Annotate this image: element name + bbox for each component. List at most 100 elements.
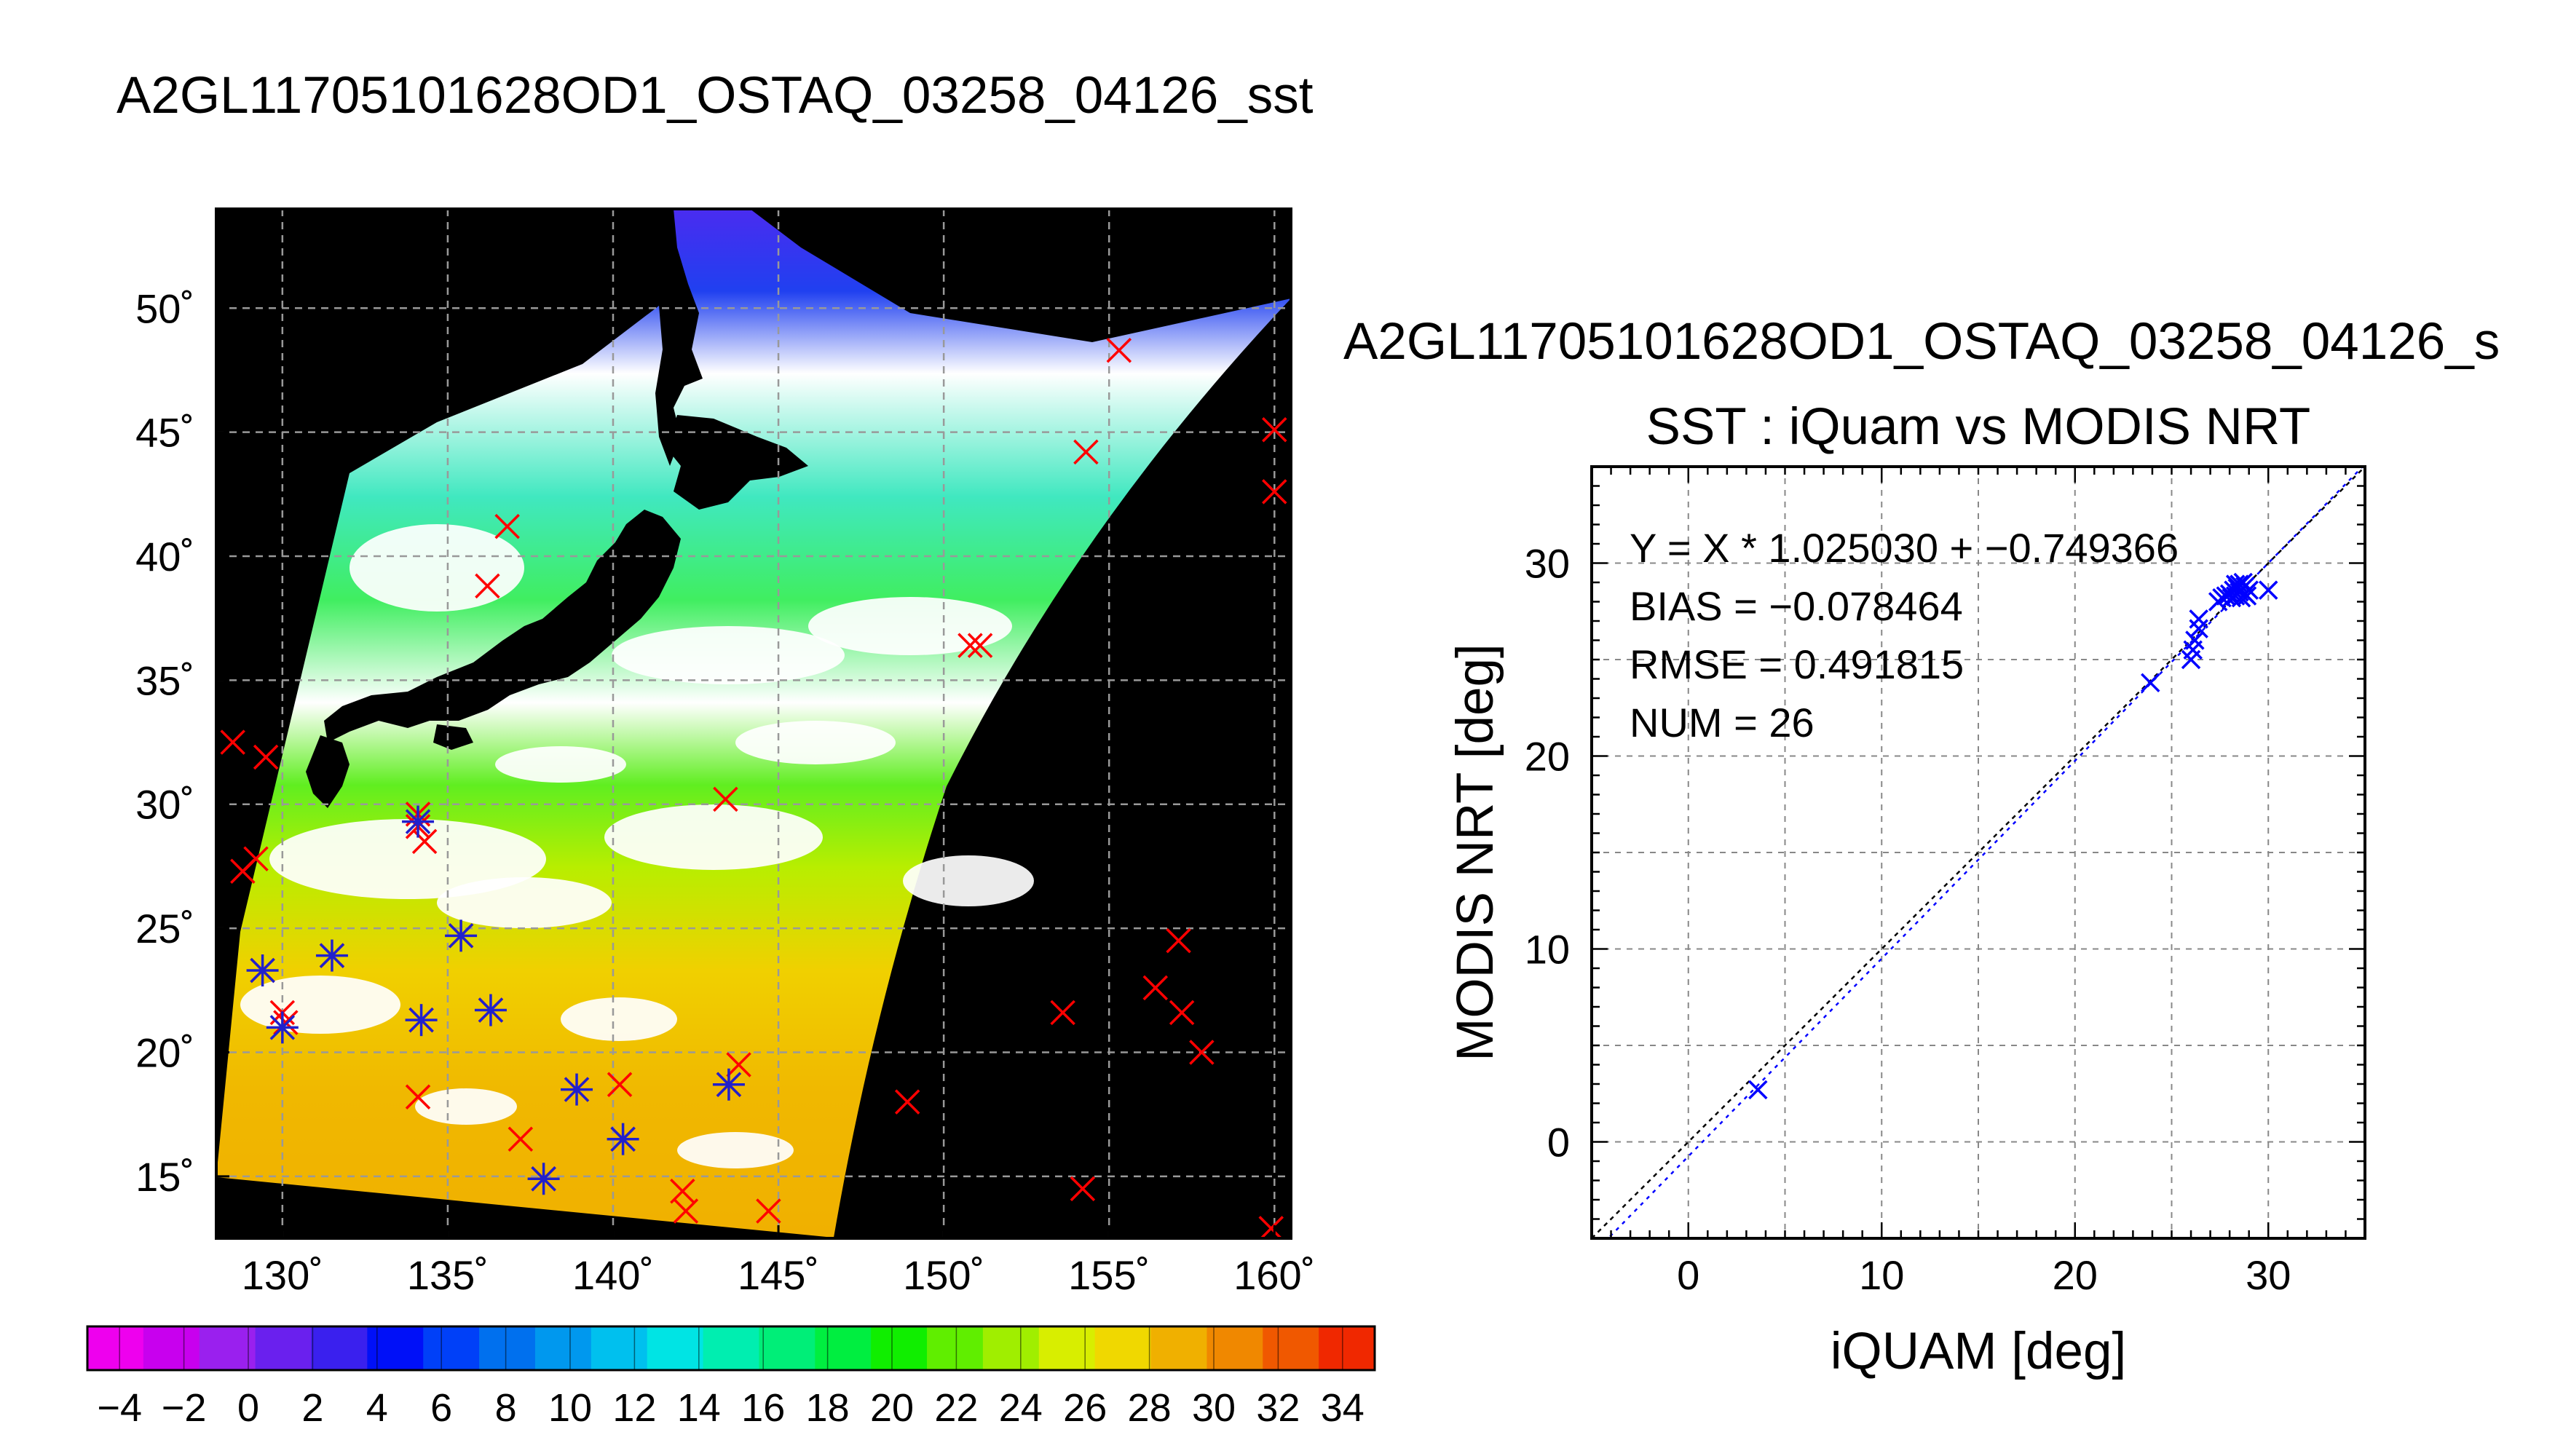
matchup-marker <box>405 1004 438 1037</box>
buoy-marker <box>1106 337 1132 363</box>
buoy-marker <box>1189 1040 1215 1065</box>
colorbar-cell <box>199 1326 256 1370</box>
stats-bias: BIAS = −0.078464 <box>1630 583 1963 629</box>
colorbar-cell <box>1263 1326 1319 1370</box>
colorbar-cell <box>871 1326 928 1370</box>
colorbar-cell <box>367 1326 424 1370</box>
buoy-marker <box>1258 1216 1284 1238</box>
scatter-point <box>2141 673 2160 693</box>
map-x-tick-label: 135˚ <box>407 1252 489 1298</box>
colorbar-tick-label: 20 <box>870 1386 914 1430</box>
map-y-tick-label: 40˚ <box>135 534 194 579</box>
map-y-tick-label: 15˚ <box>135 1154 194 1200</box>
colorbar-tick-label: −4 <box>97 1386 142 1430</box>
colorbar-cell <box>759 1326 816 1370</box>
map-x-tick-label: 140˚ <box>572 1252 654 1298</box>
colorbar-tick-label: 28 <box>1128 1386 1172 1430</box>
colorbar: −4 −2 0 2 4 6 8 10 12 14 16 18 20 22 24 26 28 30 32 34 <box>86 1325 1376 1430</box>
map-x-tick-label: 160˚ <box>1233 1252 1315 1298</box>
scatter-plot: SST : iQuam vs MODIS NRT 0 10 20 30 0 10 20 30… <box>1447 398 2366 1380</box>
matchup-marker <box>527 1163 560 1195</box>
scatter-y-tick-label: 0 <box>1547 1120 1570 1166</box>
scatter-point <box>2185 630 2205 650</box>
regression-line <box>1606 467 2364 1238</box>
colorbar-cell <box>1038 1326 1096 1370</box>
map-y-tick-label: 50˚ <box>135 285 194 331</box>
scatter-points <box>1748 572 2278 1100</box>
colorbar-frame <box>86 1325 1376 1372</box>
scatter-file-title: A2GL11705101628OD1_OSTAQ_03258_04126_s <box>1343 313 2500 371</box>
buoy-marker <box>1262 417 1287 443</box>
colorbar-tick-label: 2 <box>301 1386 323 1430</box>
scatter-y-axis-label: MODIS NRT [deg] <box>1447 644 1504 1061</box>
scatter-y-tick-label: 20 <box>1525 734 1570 780</box>
colorbar-tick-label: 16 <box>741 1386 785 1430</box>
land-mask <box>306 209 808 808</box>
matchup-marker <box>445 919 478 952</box>
colorbar-tick-label: 18 <box>806 1386 850 1430</box>
buoy-marker <box>726 1052 751 1077</box>
stats-rmse: RMSE = 0.491815 <box>1630 641 1964 687</box>
colorbar-tick-label: 4 <box>366 1386 388 1430</box>
buoy-marker <box>220 729 245 755</box>
matchup-marker <box>315 939 348 972</box>
buoy-marker <box>756 1198 781 1224</box>
map-y-tick-label: 30˚ <box>135 782 194 828</box>
matchup-marker <box>561 1073 593 1106</box>
scatter-y-tick-label: 30 <box>1525 541 1570 587</box>
colorbar-cell <box>815 1326 872 1370</box>
scatter-y-tick-labels: 0 10 20 30 <box>1525 541 1570 1166</box>
colorbar-cell <box>982 1326 1040 1370</box>
buoy-marker <box>1050 1000 1075 1026</box>
buoy-marker <box>475 573 500 599</box>
colorbar-cell <box>1207 1326 1263 1370</box>
scatter-y-tick-label: 10 <box>1525 927 1570 973</box>
buoy-marker <box>508 1126 534 1152</box>
colorbar-cell <box>479 1326 536 1370</box>
scatter-title: SST : iQuam vs MODIS NRT <box>1646 398 2311 456</box>
colorbar-tick-label: 8 <box>495 1386 517 1430</box>
buoy-marker <box>494 513 520 539</box>
scatter-x-tick-label: 0 <box>1677 1252 1699 1298</box>
colorbar-cell <box>534 1326 592 1370</box>
scatter-point <box>2239 580 2259 600</box>
colorbar-tick-label: 30 <box>1192 1386 1236 1430</box>
scatter-point <box>2189 619 2208 638</box>
stats-num: NUM = 26 <box>1630 700 1814 745</box>
colorbar-cell <box>255 1326 312 1370</box>
sst-map: 130˚ 135˚ 140˚ 145˚ 150˚ 155˚ 160˚ 50˚ 45˚ 40˚ 35… <box>135 207 1315 1298</box>
scatter-x-axis-label: iQUAM [deg] <box>1831 1323 2126 1380</box>
colorbar-cell <box>311 1326 368 1370</box>
colorbar-tick-label: 24 <box>999 1386 1043 1430</box>
map-x-tick-label: 130˚ <box>242 1252 323 1298</box>
regression-stats: Y = X * 1.025030 + −0.749366 BIAS = −0.0… <box>1630 525 2179 745</box>
buoy-marker <box>713 786 738 812</box>
colorbar-cell <box>87 1326 144 1370</box>
colorbar-cell <box>591 1326 648 1370</box>
buoy-marker <box>957 633 983 658</box>
scatter-x-tick-label: 10 <box>1859 1252 1904 1298</box>
scatter-point <box>2233 572 2253 593</box>
colorbar-cell <box>143 1326 200 1370</box>
map-y-tick-label: 45˚ <box>135 410 194 456</box>
scatter-x-tick-labels: 0 10 20 30 <box>1677 1252 2291 1298</box>
matchup-markers <box>246 805 745 1195</box>
scatter-x-tick-label: 30 <box>2246 1252 2291 1298</box>
colorbar-cell <box>423 1326 480 1370</box>
colorbar-tick-label: 6 <box>430 1386 452 1430</box>
sst-swath <box>216 209 1291 1238</box>
map-grid <box>216 209 1291 1238</box>
colorbar-tick-label: 0 <box>237 1386 259 1430</box>
matchup-marker <box>246 954 279 987</box>
map-y-ticks: 50˚ 45˚ 40˚ 35˚ 30˚ 25˚ 20˚ 15˚ <box>135 285 229 1200</box>
colorbar-cell <box>927 1326 984 1370</box>
colorbar-tick-label: 10 <box>548 1386 592 1430</box>
buoy-marker <box>1262 479 1287 505</box>
scatter-point <box>1748 1080 1768 1100</box>
scatter-point <box>2222 587 2242 608</box>
scatter-point <box>2237 586 2257 606</box>
scatter-point <box>2189 609 2208 629</box>
buoy-marker <box>894 1089 920 1115</box>
buoy-marker <box>1070 1176 1096 1202</box>
